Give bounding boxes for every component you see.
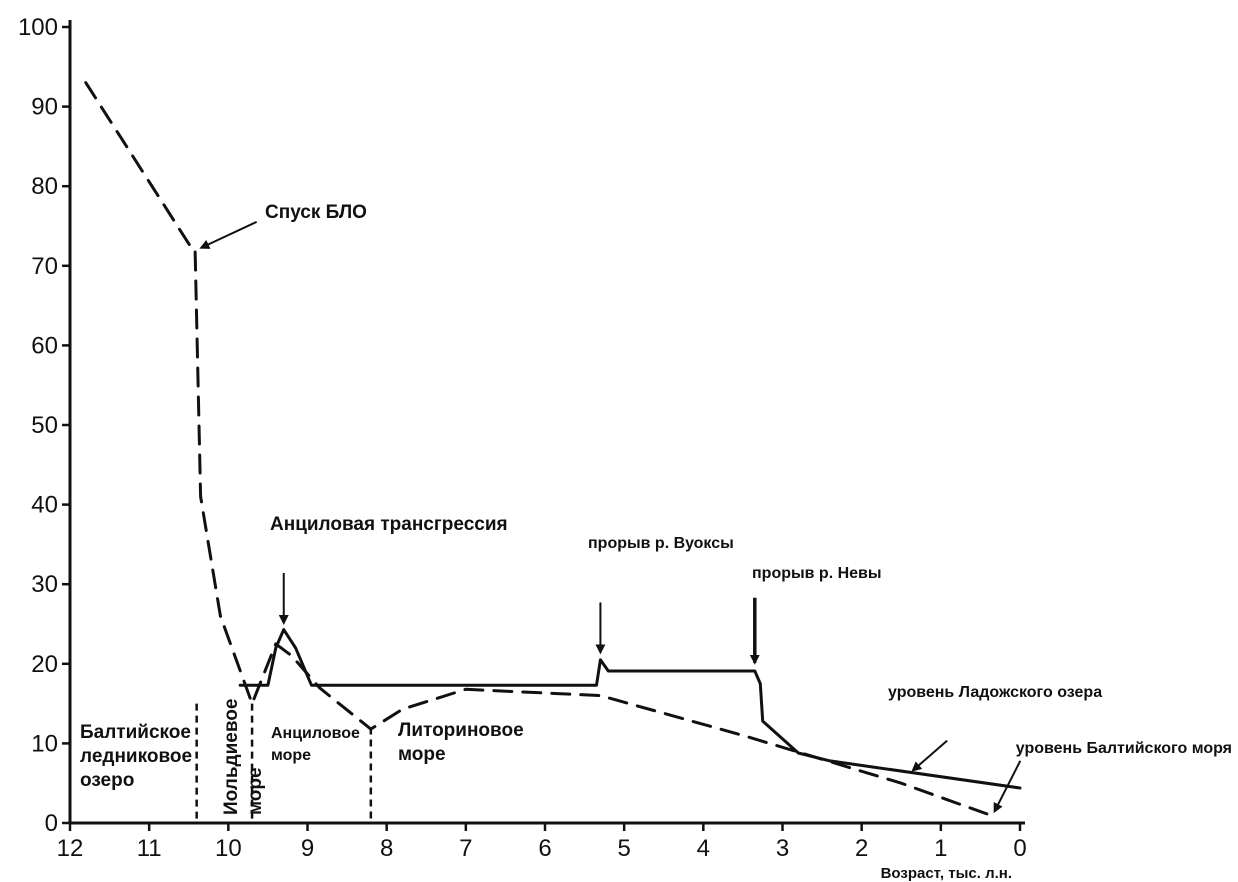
annotation-ladoga-level: уровень Ладожского озера (888, 684, 1102, 701)
y-tick-label: 0 (45, 810, 58, 837)
series-line (238, 628, 1022, 790)
x-ticks: 12 11 10 9 8 7 6 5 4 3 2 1 0 (57, 823, 1027, 862)
period-label-ancylus-2: море (271, 747, 311, 764)
period-label-yoldia-2: море (245, 767, 266, 815)
x-tick-label: 5 (617, 835, 630, 862)
y-axis: 0 10 20 30 40 50 60 70 80 90 100 (18, 14, 72, 837)
x-tick-label: 2 (855, 835, 868, 862)
x-axis: 12 11 10 9 8 7 6 5 4 3 2 1 0 Возраст, тыс. л.н. (57, 821, 1027, 882)
period-label-yoldia-1: Иольдиевое (221, 699, 242, 815)
period-label-baltic-ice-lake-2: ледниковое (80, 746, 192, 767)
y-tick-label: 10 (31, 730, 58, 757)
y-tick-label: 20 (31, 651, 58, 678)
period-boundaries (195, 703, 373, 823)
x-tick-label: 4 (697, 835, 710, 862)
y-tick-label: 80 (31, 173, 58, 200)
annotation-neva-breakthrough: прорыв р. Невы (752, 565, 882, 582)
x-tick-label: 12 (57, 835, 84, 862)
annotation-arrow (911, 739, 948, 772)
x-tick-label: 6 (538, 835, 551, 862)
x-tick-label: 9 (301, 835, 314, 862)
y-tick-label: 30 (31, 571, 58, 598)
x-tick-label: 11 (137, 835, 162, 862)
period-label-ancylus-1: Анциловое (271, 725, 360, 742)
y-tick-label: 40 (31, 492, 58, 519)
period-label-baltic-ice-lake-1: Балтийское (80, 722, 191, 743)
series-lines (84, 81, 1022, 818)
annotation-arrows (199, 220, 1022, 814)
series-line (84, 81, 994, 818)
x-tick-label: 7 (459, 835, 472, 862)
y-tick-label: 70 (31, 253, 58, 280)
period-label-littorina-2: море (398, 744, 446, 765)
y-tick-label: 90 (31, 94, 58, 121)
annotation-arrow (993, 760, 1022, 814)
x-tick-label: 1 (934, 835, 947, 862)
annotation-baltic-level-line1: уровень Балтийского моря (1016, 740, 1232, 757)
period-label-baltic-ice-lake-3: озеро (80, 770, 134, 791)
annotation-ancylus-transgression: Анциловая трансгрессия (270, 514, 508, 535)
annotation-vuoksa-breakthrough: прорыв р. Вуоксы (588, 535, 734, 552)
annotation-arrow (199, 220, 258, 249)
x-tick-label: 8 (380, 835, 393, 862)
x-tick-label: 10 (215, 835, 242, 862)
y-tick-label: 100 (18, 14, 58, 41)
x-axis-title: Возраст, тыс. л.н. (881, 865, 1012, 882)
period-label-littorina-1: Литориновое (398, 720, 524, 741)
period-labels: Балтийское ледниковое озеро Иольдиевое м… (80, 699, 524, 815)
y-ticks: 0 10 20 30 40 50 60 70 80 90 100 (18, 14, 70, 837)
y-tick-label: 50 (31, 412, 58, 439)
x-tick-label: 0 (1013, 835, 1026, 862)
annotation-blo-drainage: Спуск БЛО (265, 202, 367, 223)
y-tick-label: 60 (31, 332, 58, 359)
annotations: Спуск БЛО Анциловая трансгрессия прорыв … (265, 202, 1232, 757)
x-tick-label: 3 (776, 835, 789, 862)
